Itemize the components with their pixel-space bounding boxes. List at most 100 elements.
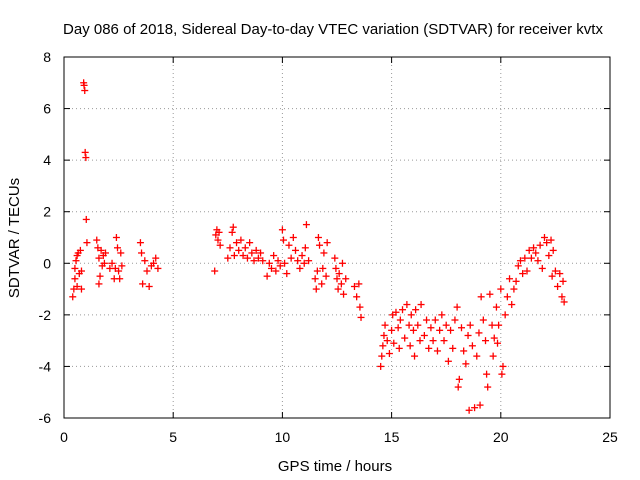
data-point [498,370,506,378]
data-point [427,324,435,332]
data-point [292,246,300,254]
data-point [425,344,433,352]
data-point [81,87,89,95]
x-tick-label: 15 [384,429,400,445]
data-point [305,257,313,265]
data-point [259,257,267,265]
data-point [551,267,559,275]
data-point [69,293,77,301]
y-tick-label: 4 [43,152,51,168]
data-point [136,239,144,247]
chart-title: Day 086 of 2018, Sidereal Day-to-day VTE… [63,21,603,38]
axis-ticks: 0 5 10 15 20 25 -6 -4 -2 0 2 4 6 8 [39,49,618,445]
data-point [560,298,568,306]
data-point [93,236,101,244]
data-point [532,249,540,257]
data-point [497,285,505,293]
data-points [69,79,568,414]
data-point [460,347,468,355]
data-point [95,254,103,262]
data-point [342,275,350,283]
data-point [486,290,494,298]
data-point [150,259,158,267]
data-point [76,246,84,254]
data-point [96,272,104,280]
data-point [466,321,474,329]
data-point [81,148,89,156]
data-point [471,404,479,412]
y-tick-label: 2 [43,204,51,220]
data-point [492,303,500,311]
data-point [300,259,308,267]
data-point [272,267,280,275]
data-point [527,254,535,262]
x-axis-label: GPS time / hours [278,458,392,475]
data-point [512,277,520,285]
data-point [510,285,518,293]
data-point [248,249,256,257]
data-point [378,352,386,360]
data-point [318,280,326,288]
data-point [455,375,463,383]
data-point [411,352,419,360]
data-point [246,239,254,247]
data-point [477,293,485,301]
data-point [267,264,275,272]
data-point [143,267,151,275]
data-point [403,301,411,309]
data-point [337,280,345,288]
data-point [77,285,85,293]
data-point [453,303,461,311]
data-point [233,239,241,247]
data-point [462,360,470,368]
y-tick-label: -2 [39,307,52,323]
data-point [490,334,498,342]
data-point [353,293,361,301]
data-point [276,262,284,270]
data-point [100,259,108,267]
data-point [547,236,555,244]
data-point [436,326,444,334]
data-point [449,344,457,352]
data-point [554,282,562,290]
data-point [454,383,462,391]
data-point [377,362,385,370]
data-point [250,257,258,265]
data-point [394,324,402,332]
data-point [331,254,339,262]
grid-lines [64,57,610,418]
data-point [334,285,342,293]
data-point [335,270,343,278]
data-point [152,254,160,262]
x-tick-label: 10 [275,429,291,445]
data-point [355,280,363,288]
data-point [313,267,321,275]
data-point [83,239,91,247]
data-point [82,215,90,223]
data-point [489,352,497,360]
data-point [296,264,304,272]
data-point [405,321,413,329]
data-point [278,226,286,234]
data-point [319,264,327,272]
data-point [390,339,398,347]
data-point [316,241,324,249]
data-point [301,244,309,252]
data-point [444,357,452,365]
data-point [468,342,476,350]
x-tick-label: 0 [60,429,68,445]
data-point [495,321,503,329]
data-point [237,236,245,244]
data-point [228,228,236,236]
data-point [488,321,496,329]
data-point [154,264,162,272]
data-point [530,244,538,252]
y-axis-label: SDTVAR / TECUs [6,178,23,298]
data-point [252,246,260,254]
data-point [95,280,103,288]
data-point [396,316,404,324]
data-point [457,324,465,332]
data-point [226,244,234,252]
data-point [385,350,393,358]
